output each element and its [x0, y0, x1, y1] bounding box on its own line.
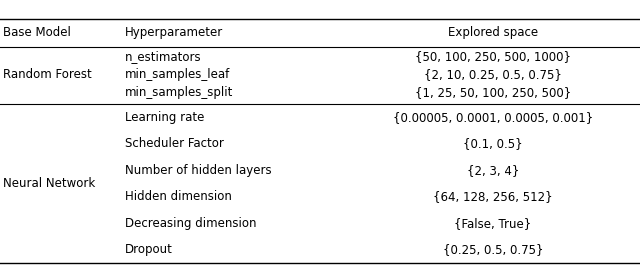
Text: Base Model: Base Model: [3, 27, 71, 40]
Text: Hyperparameter: Hyperparameter: [125, 27, 223, 40]
Text: Learning rate: Learning rate: [125, 111, 204, 124]
Text: {False, True}: {False, True}: [454, 217, 531, 230]
Text: Scheduler Factor: Scheduler Factor: [125, 137, 223, 150]
Text: Hidden dimension: Hidden dimension: [125, 190, 232, 203]
Text: {64, 128, 256, 512}: {64, 128, 256, 512}: [433, 190, 552, 203]
Text: {0.25, 0.5, 0.75}: {0.25, 0.5, 0.75}: [442, 243, 543, 256]
Text: {50, 100, 250, 500, 1000}: {50, 100, 250, 500, 1000}: [415, 50, 571, 63]
Text: {2, 10, 0.25, 0.5, 0.75}: {2, 10, 0.25, 0.5, 0.75}: [424, 68, 562, 81]
Text: {1, 25, 50, 100, 250, 500}: {1, 25, 50, 100, 250, 500}: [415, 86, 571, 99]
Text: n_estimators: n_estimators: [125, 50, 202, 63]
Text: min_samples_split: min_samples_split: [125, 86, 233, 99]
Text: Number of hidden layers: Number of hidden layers: [125, 164, 271, 177]
Text: Explored space: Explored space: [448, 27, 538, 40]
Text: {0.00005, 0.0001, 0.0005, 0.001}: {0.00005, 0.0001, 0.0005, 0.001}: [393, 111, 593, 124]
Text: Random Forest: Random Forest: [3, 68, 92, 81]
Text: {2, 3, 4}: {2, 3, 4}: [467, 164, 519, 177]
Text: {0.1, 0.5}: {0.1, 0.5}: [463, 137, 523, 150]
Text: min_samples_leaf: min_samples_leaf: [125, 68, 230, 81]
Text: Decreasing dimension: Decreasing dimension: [125, 217, 256, 230]
Text: Neural Network: Neural Network: [3, 177, 95, 190]
Text: Dropout: Dropout: [125, 243, 173, 256]
